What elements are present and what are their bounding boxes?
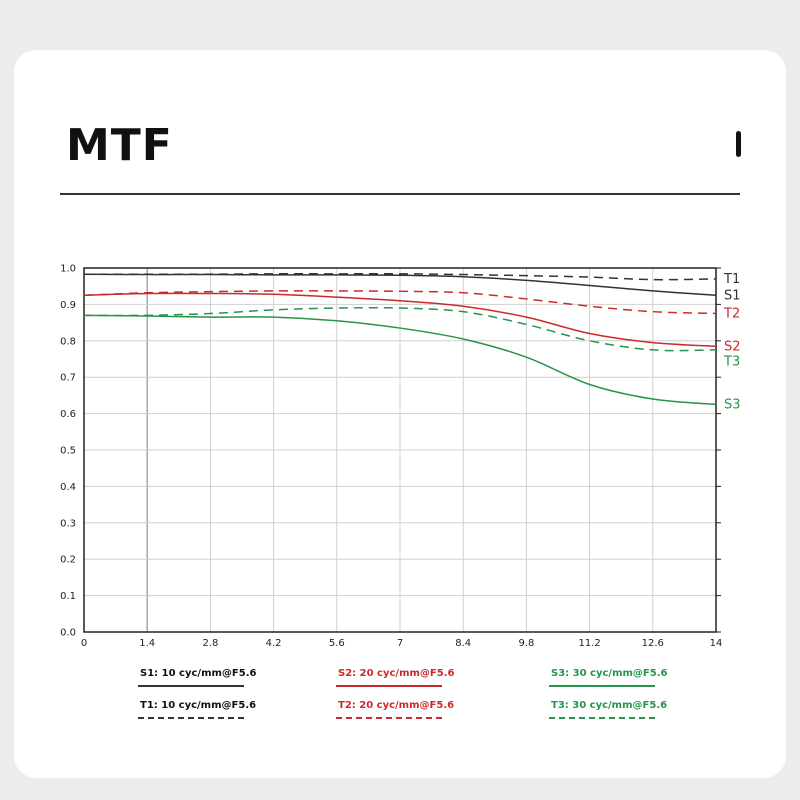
y-tick-label: 1.0	[60, 264, 76, 275]
curve-label-t1: T1	[723, 272, 740, 287]
curve-label-t3: T3	[723, 354, 740, 369]
menu-icon[interactable]	[736, 131, 741, 157]
page-title: MTF	[66, 120, 173, 171]
y-tick-label: 0.6	[60, 409, 76, 420]
title-divider	[60, 193, 740, 195]
y-tick-label: 0.3	[60, 518, 76, 529]
series-line-t2	[83, 290, 717, 315]
x-tick-label: 1.4	[139, 638, 155, 649]
legend-swatch-s1	[138, 685, 244, 687]
x-tick-label: 8.4	[455, 638, 471, 649]
y-tick-label: 0.2	[60, 555, 76, 566]
legend-item-s2: S2: 20 cyc/mm@F5.6	[338, 668, 455, 679]
grid-layer	[84, 267, 716, 633]
y-tick-label: 0.7	[60, 373, 76, 384]
series-line-s2	[83, 292, 717, 348]
curve-label-s2: S2	[724, 339, 741, 354]
x-tick-label: 5.6	[329, 638, 345, 649]
legend-item-t3: T3: 30 cyc/mm@F5.6	[551, 700, 668, 711]
legend-item-t2: T2: 20 cyc/mm@F5.6	[338, 700, 455, 711]
series-line-t3	[83, 306, 717, 352]
legend-swatch-s2	[336, 685, 442, 687]
axis-layer: 0 1.4 2.8 4.2 5.6 7 8.4 9.8 11.2 12.6 14 0.0 0.1 0.2 0…	[60, 264, 722, 650]
x-tick-label: 0	[81, 638, 87, 649]
curve-label-t2: T2	[723, 307, 740, 322]
legend-swatch-t1	[138, 717, 244, 719]
x-tick-label: 2.8	[202, 638, 218, 649]
curve-label-s3: S3	[724, 398, 741, 413]
x-tick-label: 11.2	[578, 638, 600, 649]
series-line-t1	[84, 273, 717, 281]
y-tick-label: 0.4	[60, 482, 76, 493]
x-tick-label: 12.6	[642, 638, 664, 649]
legend-item-s3: S3: 30 cyc/mm@F5.6	[551, 668, 668, 679]
y-tick-label: 0.0	[60, 628, 76, 639]
y-tick-label: 0.1	[60, 591, 76, 602]
y-tick-label: 0.5	[60, 446, 76, 457]
x-tick-label: 9.8	[518, 638, 534, 649]
x-tick-label: 14	[710, 638, 723, 649]
legend-item-t1: T1: 10 cyc/mm@F5.6	[140, 700, 257, 711]
y-tick-label: 0.9	[60, 300, 76, 311]
series-layer	[83, 273, 717, 406]
y-tick-label: 0.8	[60, 336, 76, 347]
legend-swatch-t2	[336, 717, 442, 719]
x-tick-label: 4.2	[266, 638, 282, 649]
curve-label-s1: S1	[724, 288, 741, 303]
legend-item-s1: S1: 10 cyc/mm@F5.6	[140, 668, 257, 679]
legend-swatch-t3	[549, 717, 655, 719]
series-line-s3	[83, 314, 717, 406]
legend-swatch-s3	[549, 685, 655, 687]
x-tick-label: 7	[397, 638, 403, 649]
